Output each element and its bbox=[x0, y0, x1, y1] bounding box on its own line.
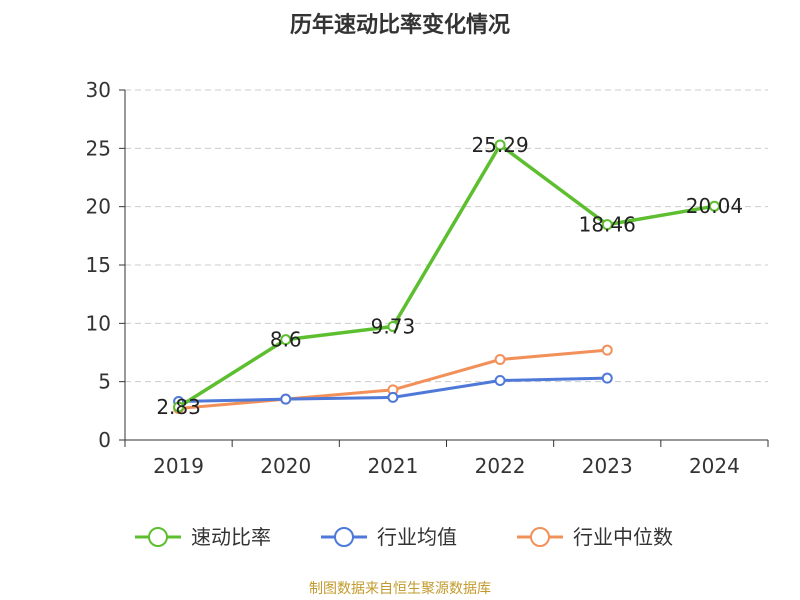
data-label: 9.73 bbox=[371, 314, 416, 338]
y-tick-label: 20 bbox=[86, 195, 111, 219]
y-tick-label: 30 bbox=[86, 78, 111, 102]
data-label: 25.29 bbox=[471, 133, 528, 157]
x-tick-label: 2022 bbox=[475, 454, 526, 478]
data-point[interactable] bbox=[601, 372, 613, 384]
data-label: 2.83 bbox=[156, 395, 201, 419]
data-point[interactable] bbox=[494, 375, 506, 386]
legend[interactable]: 速动比率 行业均值 行业中位数 bbox=[135, 525, 673, 549]
grid-lines bbox=[125, 89, 768, 383]
y-axis: 0 5 10 15 20 25 30 bbox=[86, 78, 126, 452]
legend-marker bbox=[148, 527, 168, 547]
x-tick-label: 2024 bbox=[689, 454, 740, 478]
y-tick-label: 10 bbox=[86, 311, 111, 335]
legend-item[interactable]: 速动比率 bbox=[135, 525, 271, 549]
data-point[interactable] bbox=[387, 320, 399, 332]
data-labels: 2.83 8.6 9.73 25.29 18.46 20.04 bbox=[156, 133, 743, 419]
data-point[interactable] bbox=[601, 219, 613, 231]
source-note: 制图数据来自恒生聚源数据库 bbox=[309, 581, 491, 597]
y-tick-label: 0 bbox=[98, 428, 111, 452]
data-point[interactable] bbox=[280, 393, 292, 405]
y-tick-label: 15 bbox=[86, 253, 111, 277]
data-point[interactable] bbox=[494, 139, 506, 151]
series-2 bbox=[173, 372, 613, 407]
legend-marker bbox=[530, 527, 550, 547]
x-tick-label: 2023 bbox=[582, 454, 633, 478]
x-tick-label: 2020 bbox=[260, 454, 311, 478]
legend-item[interactable]: 行业中位数 bbox=[517, 525, 673, 549]
legend-marker bbox=[334, 527, 354, 547]
x-tick-label: 2021 bbox=[367, 454, 418, 478]
data-label: 8.6 bbox=[270, 328, 302, 352]
data-point[interactable] bbox=[280, 334, 292, 346]
y-tick-label: 5 bbox=[98, 370, 111, 394]
data-point[interactable] bbox=[601, 344, 613, 356]
data-label: 20.04 bbox=[686, 194, 743, 218]
data-label: 18.46 bbox=[579, 213, 636, 237]
y-tick-label: 25 bbox=[86, 136, 111, 160]
data-point[interactable] bbox=[708, 200, 720, 212]
chart-title: 历年速动比率变化情况 bbox=[290, 12, 510, 38]
legend-item[interactable]: 行业均值 bbox=[321, 525, 457, 549]
data-point[interactable] bbox=[387, 391, 399, 403]
x-axis: 2019 2020 2021 2022 2023 2024 bbox=[124, 439, 769, 478]
x-tick-label: 2019 bbox=[153, 454, 204, 478]
data-point[interactable] bbox=[494, 354, 506, 365]
data-point[interactable] bbox=[173, 401, 185, 413]
legend-label: 行业均值 bbox=[377, 525, 457, 549]
legend-label: 行业中位数 bbox=[573, 525, 673, 549]
legend-label: 速动比率 bbox=[191, 525, 271, 549]
series-group bbox=[173, 139, 720, 414]
series-1 bbox=[173, 139, 720, 413]
series-line bbox=[177, 143, 715, 409]
